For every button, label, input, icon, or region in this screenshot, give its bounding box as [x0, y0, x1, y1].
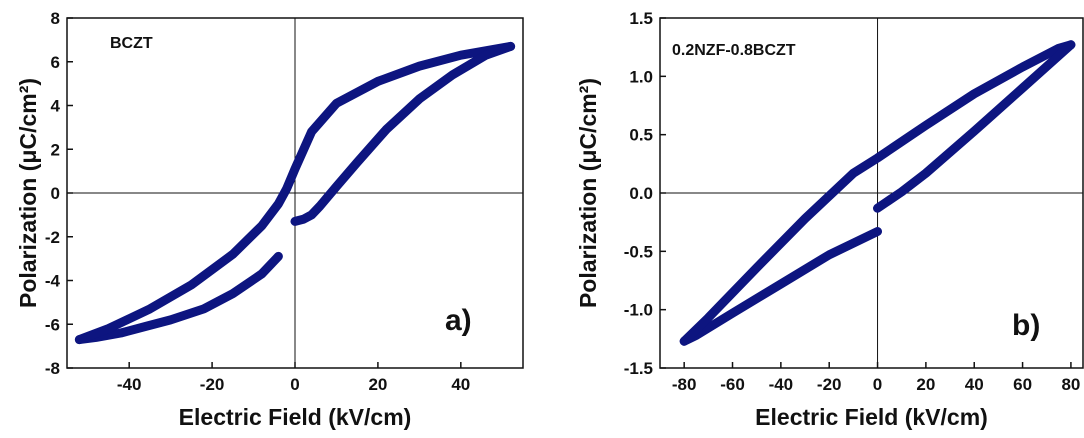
y-tick-label: -8: [45, 359, 60, 378]
hysteresis-branch-3: [290, 41, 516, 226]
x-tick-label: 0: [873, 375, 882, 394]
y-tick-label: -6: [45, 315, 60, 334]
y-tick-label: 2: [51, 140, 60, 159]
y-tick-label: 6: [51, 53, 60, 72]
x-tick-label: 60: [1013, 375, 1032, 394]
panel-label: a): [445, 304, 472, 337]
hysteresis-branch-3: [873, 40, 1076, 213]
x-axis-label: Electric Field (kV/cm): [179, 404, 412, 430]
x-tick-label: 20: [368, 375, 387, 394]
x-tick-label: 40: [965, 375, 984, 394]
sample-label: BCZT: [110, 35, 153, 52]
chart-panel-b: -80 -60 -40 -20 0 20 40 60 80 -1.5 -1.0 -0.5 0.0 0.5 1…: [575, 9, 1084, 430]
y-tick-label: 0.5: [629, 126, 653, 145]
x-tick-label: -40: [769, 375, 794, 394]
y-tick-label: -1.0: [624, 301, 653, 320]
y-tick-label: -1.5: [624, 359, 653, 378]
x-tick-label: -80: [672, 375, 697, 394]
x-tick-label: 0: [290, 375, 299, 394]
x-tick-label: 80: [1061, 375, 1080, 394]
x-tick-label: -20: [200, 375, 225, 394]
y-axis-label: Polarization (μC/cm²): [575, 78, 601, 308]
hysteresis-branch-2: [679, 40, 1076, 346]
y-tick-label: -2: [45, 228, 60, 247]
y-tick-label: 0: [51, 184, 60, 203]
x-tick-label: -60: [720, 375, 745, 394]
panel-label: b): [1012, 309, 1040, 342]
y-tick-label: 1.5: [629, 9, 653, 28]
y-tick-label: 8: [51, 9, 60, 28]
y-tick-label: 1.0: [629, 67, 653, 86]
sample-label: 0.2NZF-0.8BCZT: [672, 42, 796, 59]
x-tick-label: 40: [451, 375, 470, 394]
y-tick-label: 4: [51, 97, 61, 116]
x-tick-label: 20: [916, 375, 935, 394]
hysteresis-branch-2: [74, 41, 516, 345]
y-tick-label: -4: [45, 272, 61, 291]
y-axis-label: Polarization (μC/cm²): [15, 78, 41, 308]
x-tick-label: -40: [117, 375, 142, 394]
y-tick-label: 0.0: [629, 184, 653, 203]
hysteresis-branch-1: [74, 251, 283, 345]
x-tick-label: -20: [817, 375, 842, 394]
x-axis-label: Electric Field (kV/cm): [755, 404, 988, 430]
y-tick-label: -0.5: [624, 242, 653, 261]
